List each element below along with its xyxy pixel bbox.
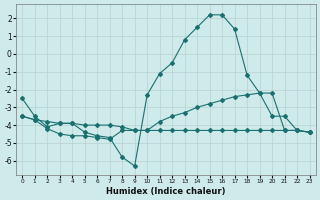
X-axis label: Humidex (Indice chaleur): Humidex (Indice chaleur) [106, 187, 226, 196]
